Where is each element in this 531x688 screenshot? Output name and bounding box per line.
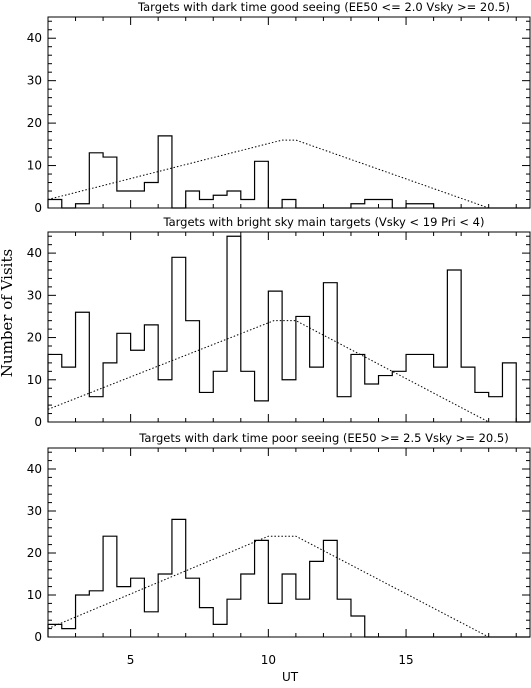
panel-frame [47, 16, 531, 209]
y-tick-label: 40 [27, 246, 42, 260]
y-tick-label: 30 [27, 504, 42, 518]
y-tick-label: 0 [34, 201, 42, 215]
panel-title: Targets with dark time poor seeing (EE50… [138, 431, 508, 445]
y-tick-label: 0 [34, 630, 42, 644]
y-tick-label: 10 [27, 588, 42, 602]
panel-frame [47, 231, 531, 423]
panel-1: Targets with dark time good seeing (EE50… [27, 0, 531, 215]
x-axis-label: UT [282, 670, 299, 684]
histogram-series [47, 518, 530, 638]
panel-2: Targets with bright sky main targets (Vs… [27, 215, 531, 429]
x-tick-label: 10 [261, 653, 276, 667]
y-tick-label: 40 [27, 462, 42, 476]
y-tick-label: 20 [27, 331, 42, 345]
histogram-series [47, 235, 530, 423]
y-tick-label: 10 [27, 159, 42, 173]
panel-title: Targets with bright sky main targets (Vs… [162, 215, 484, 229]
x-tick-label: 5 [127, 653, 135, 667]
panel-title: Targets with dark time good seeing (EE50… [137, 0, 510, 14]
y-axis-label: Number of Visits [0, 249, 16, 377]
y-tick-label: 30 [27, 288, 42, 302]
y-tick-label: 0 [34, 415, 42, 429]
panel-3: Targets with dark time poor seeing (EE50… [27, 431, 531, 667]
panel-frame [47, 447, 531, 638]
dotted-curve [47, 535, 489, 638]
y-tick-label: 10 [27, 373, 42, 387]
y-tick-label: 20 [27, 116, 42, 130]
y-tick-label: 30 [27, 74, 42, 88]
x-tick-label: 15 [398, 653, 413, 667]
histogram-series [47, 135, 530, 209]
y-tick-label: 40 [27, 31, 42, 45]
dotted-curve [47, 139, 489, 209]
y-tick-label: 20 [27, 546, 42, 560]
